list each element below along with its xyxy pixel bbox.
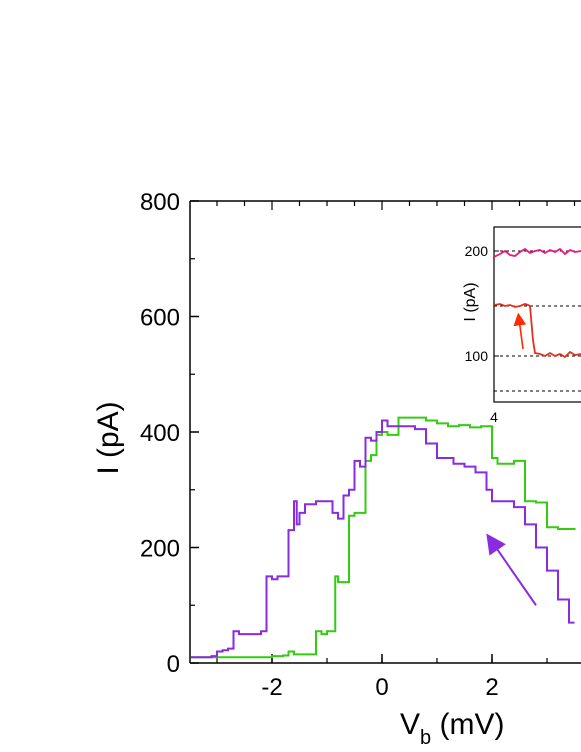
x-axis-label: Vb (mV) bbox=[400, 708, 504, 749]
x-tick-label: -2 bbox=[261, 674, 282, 701]
inset-pink-trace bbox=[494, 247, 581, 258]
series-layer bbox=[191, 416, 576, 659]
x-axis-label-sub: b bbox=[420, 727, 431, 749]
y-axis-ticks: 0 200 400 600 800 bbox=[140, 189, 576, 678]
inset-y-tick-label-200: 200 bbox=[465, 243, 489, 259]
inset-red-trace bbox=[494, 303, 581, 359]
direction-arrow bbox=[486, 533, 537, 606]
x-axis-label-unit: (mV) bbox=[431, 708, 504, 741]
green-series-line bbox=[191, 416, 576, 659]
y-axis-label: I (pA) bbox=[92, 401, 125, 474]
inset-panel: 200 100 4 I (pA) bbox=[462, 226, 581, 425]
y-tick-label: 200 bbox=[140, 536, 180, 563]
y-tick-label: 400 bbox=[140, 420, 180, 447]
purple-series-line bbox=[191, 419, 575, 659]
inset-arrow bbox=[513, 312, 527, 350]
x-tick-label: 0 bbox=[375, 674, 388, 701]
x-tick-label: 2 bbox=[485, 674, 498, 701]
inset-y-tick-label-100: 100 bbox=[465, 348, 489, 364]
y-tick-label: 600 bbox=[140, 305, 180, 332]
y-tick-label: 800 bbox=[140, 189, 180, 216]
x-axis-ticks: -2 0 2 bbox=[216, 654, 548, 701]
inset-y-axis-label: I (pA) bbox=[462, 282, 479, 321]
y-tick-label: 0 bbox=[167, 651, 180, 678]
inset-frame bbox=[493, 226, 581, 403]
inset-x-tick-label: 4 bbox=[490, 409, 498, 425]
x-axis-label-main: V bbox=[400, 708, 420, 741]
